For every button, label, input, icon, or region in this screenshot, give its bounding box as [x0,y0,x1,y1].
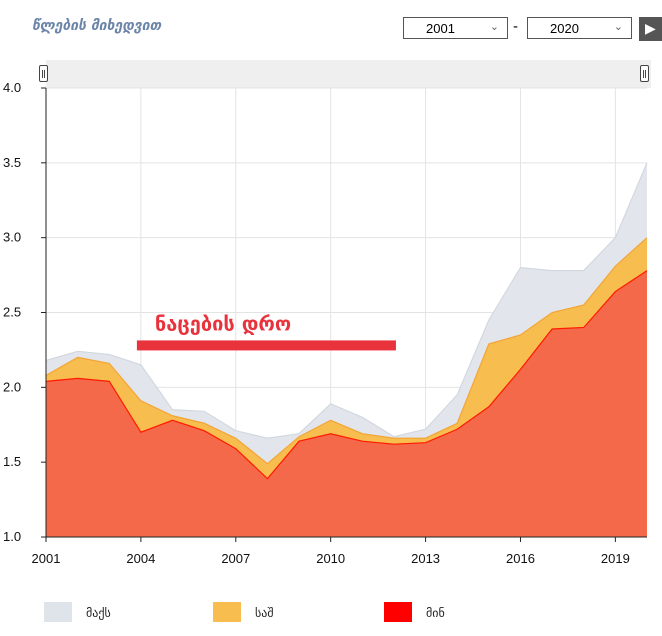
legend-swatch-1 [213,602,241,622]
play-icon: ▶ [645,21,656,37]
range-right-handle[interactable] [640,65,649,82]
y-tick-label-0: 1.0 [3,529,21,544]
axes: 1.0 1.5 2.0 2.5 3.0 3.5 4.0 2001 2004 2007 2010 201… [3,80,647,566]
y-tick-label-1: 1.5 [3,454,21,469]
year-to-value: 2020 [550,21,579,36]
play-button[interactable]: ▶ [639,17,662,41]
series-area-2 [46,270,647,537]
legend-label-1: საშ [255,606,274,620]
chevron-down-icon: ⌄ [613,21,623,33]
year-range-separator: - [513,19,519,35]
y-tick-label-5: 3.5 [3,155,21,170]
annotation-label: ნაცების დრო [155,311,291,335]
chart-title: წლების მიხედვით [32,18,162,34]
legend-swatch-2 [384,602,412,622]
series-line-2 [45,270,648,480]
x-tick-label-6: 2019 [601,551,630,566]
y-tick-label-2: 2.0 [3,379,21,394]
y-tick-label-3: 2.5 [3,305,21,320]
x-tick-label-1: 2004 [126,551,155,566]
year-to-select[interactable]: 2020 ⌄ [527,17,632,39]
y-tick-label-6: 4.0 [3,80,21,95]
area-series [45,162,648,538]
annotation-bar [136,340,396,351]
y-tick-label-4: 3.0 [3,230,21,245]
legend-swatch-0 [44,602,72,622]
series-line-1 [45,237,648,465]
x-tick-label-0: 2001 [32,551,61,566]
series-line-0 [45,162,648,439]
x-tick-label-3: 2010 [316,551,345,566]
legend-label-0: მაქს [86,606,111,620]
year-from-select[interactable]: 2001 ⌄ [403,17,508,39]
series-2 [45,270,648,537]
annotation: ნაცების დრო [136,311,396,351]
range-scrollbar[interactable] [46,60,651,88]
x-tick-label-2: 2007 [221,551,250,566]
range-left-handle[interactable] [39,65,48,82]
legend-label-2: მინ [426,606,445,620]
chevron-down-icon: ⌄ [489,21,499,33]
year-from-value: 2001 [426,21,455,36]
x-tick-label-4: 2013 [411,551,440,566]
x-tick-label-5: 2016 [506,551,535,566]
